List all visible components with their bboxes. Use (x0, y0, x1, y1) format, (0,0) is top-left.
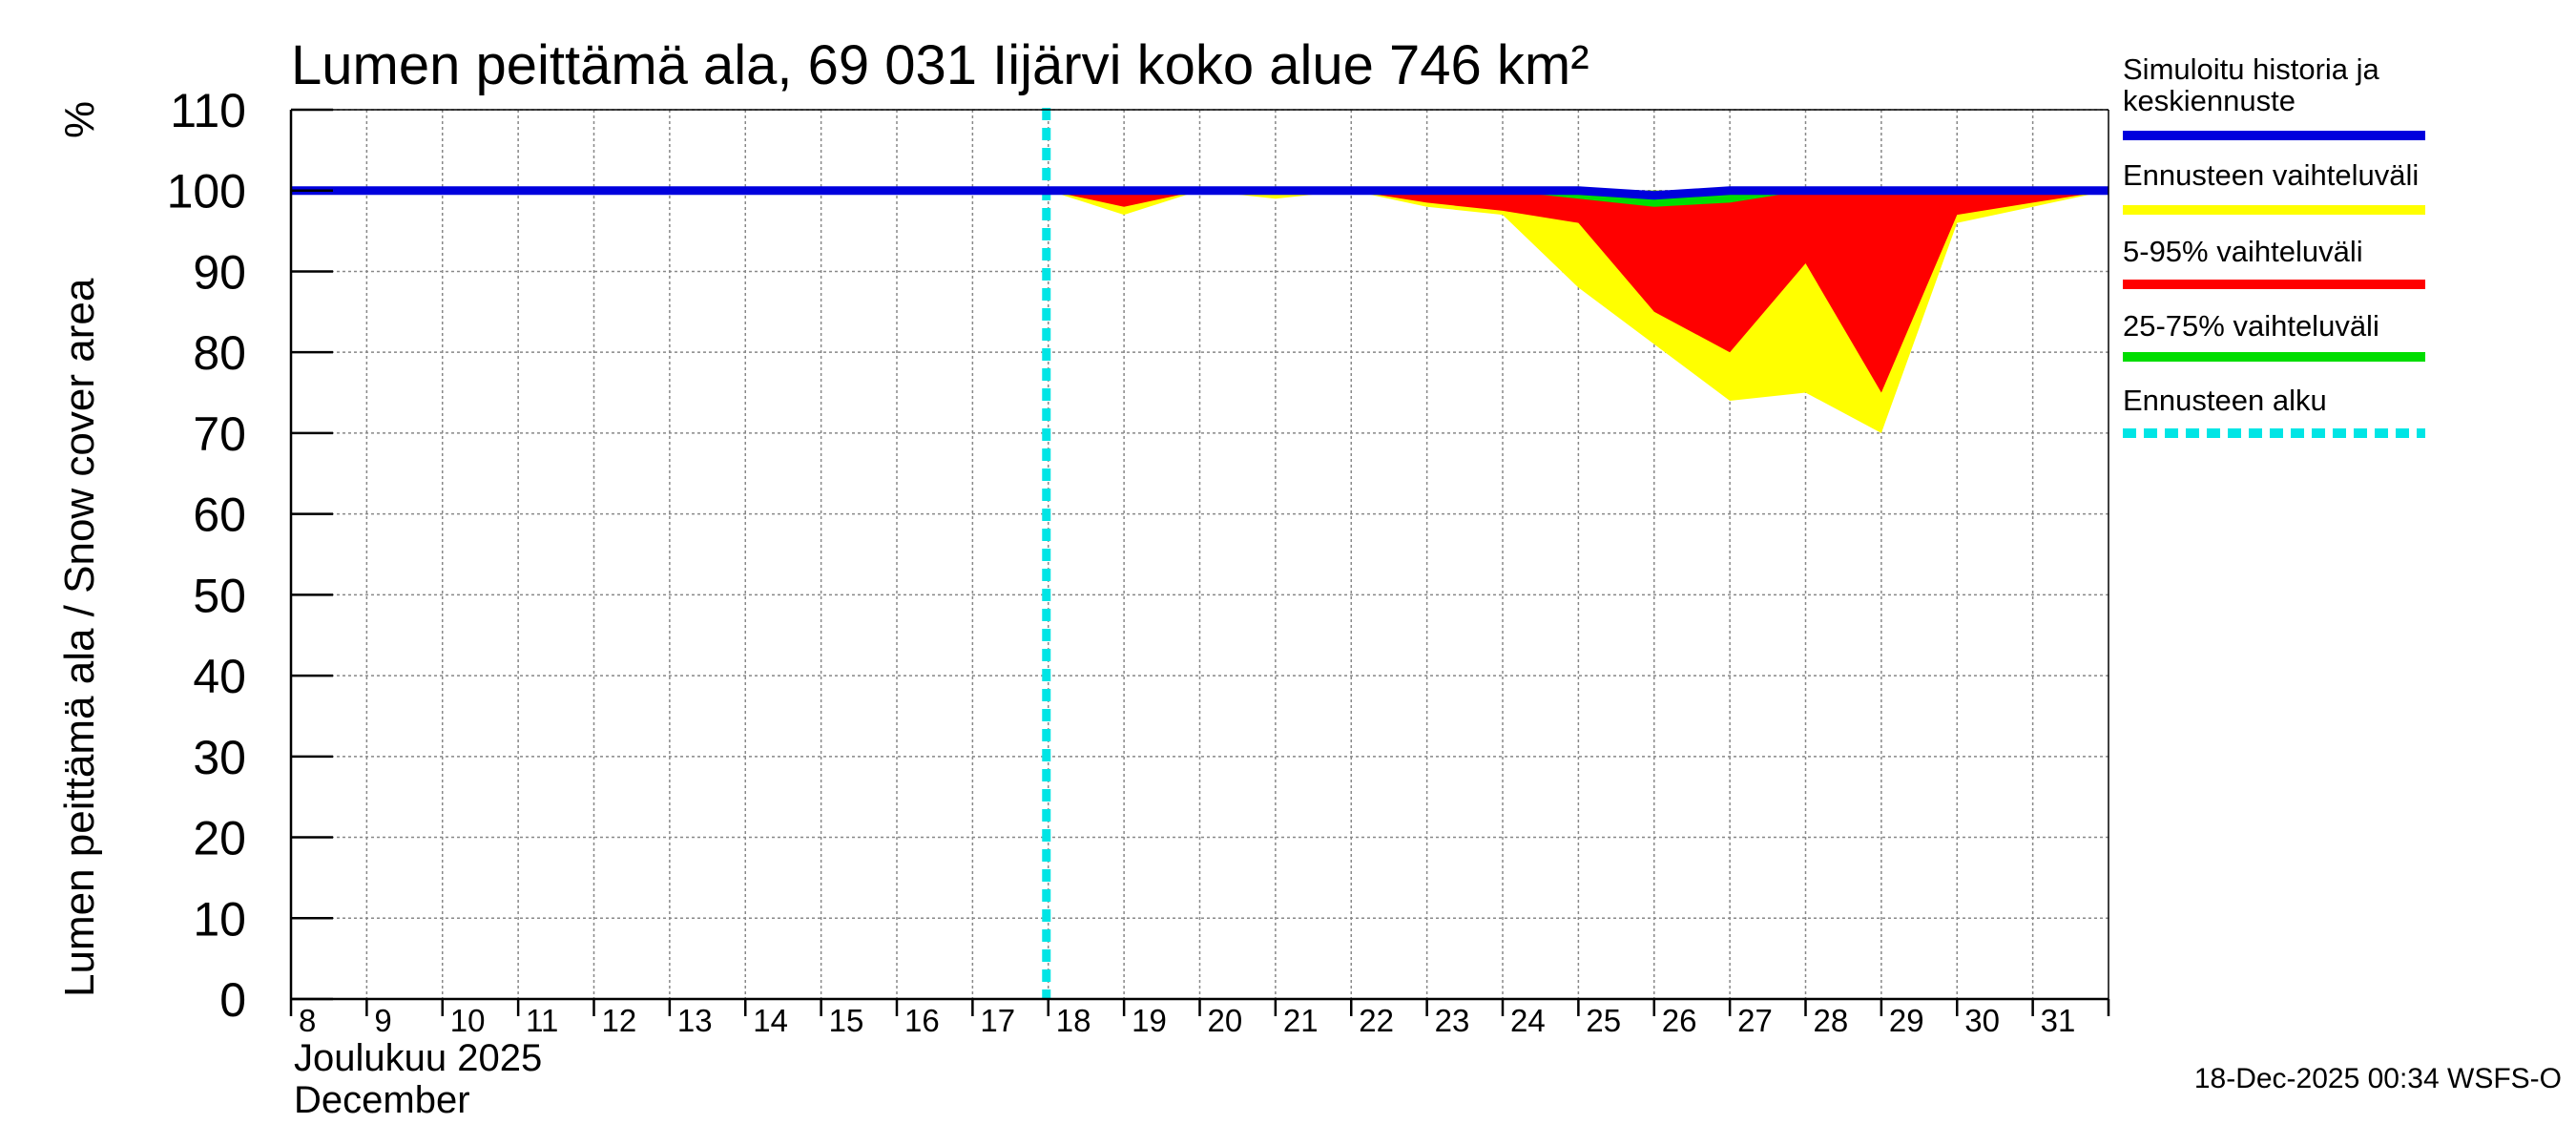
y-tick-label: 30 (193, 731, 246, 784)
series-areas (1048, 190, 2109, 433)
y-tick-label: 100 (167, 165, 246, 219)
series-lines (291, 108, 2109, 999)
y-tick-label: 20 (193, 812, 246, 865)
x-tick-label: 9 (374, 1003, 391, 1038)
legend-label-line: Simuloitu historia ja (2123, 52, 2380, 86)
y-tick-label: 80 (193, 326, 246, 380)
y-tick-label: 70 (193, 407, 246, 461)
month-label-en: December (294, 1079, 470, 1121)
y-tick-label: 40 (193, 650, 246, 703)
legend-item: Ennusteen alku (2123, 384, 2425, 438)
x-tick-label: 12 (602, 1003, 637, 1038)
x-tick-label: 21 (1283, 1003, 1319, 1038)
x-tick-label: 14 (753, 1003, 788, 1038)
x-tick-label: 26 (1662, 1003, 1697, 1038)
legend-label: Simuloitu historia ja keskiennuste (2123, 52, 2380, 117)
x-tick-label: 15 (829, 1003, 864, 1038)
x-tick-label: 13 (677, 1003, 713, 1038)
legend-item: 25-75% vaihteluväli (2123, 309, 2425, 362)
x-tick-label: 10 (450, 1003, 486, 1038)
legend-label: Ennusteen vaihteluväli (2123, 158, 2419, 192)
month-label-fi: Joulukuu 2025 (294, 1037, 542, 1079)
legend-item: 5-95% vaihteluväli (2123, 235, 2425, 289)
legend-label-line: keskiennuste (2123, 84, 2296, 117)
y-tick-label: 60 (193, 489, 246, 542)
y-axis-ticks: 0 10 20 30 40 50 60 70 80 90 100 110 (167, 84, 333, 1027)
x-tick-label: 16 (904, 1003, 940, 1038)
x-tick-label: 18 (1056, 1003, 1091, 1038)
y-tick-label: 90 (193, 246, 246, 300)
x-tick-label: 17 (980, 1003, 1015, 1038)
x-tick-label: 22 (1359, 1003, 1394, 1038)
footer-timestamp: 18-Dec-2025 00:34 WSFS-O (2194, 1063, 2562, 1094)
legend-label: 25-75% vaihteluväli (2123, 309, 2379, 343)
legend-label: 5-95% vaihteluväli (2123, 235, 2363, 268)
x-tick-label: 25 (1586, 1003, 1621, 1038)
y-tick-label: 10 (193, 892, 246, 946)
y-tick-label: 110 (170, 84, 246, 137)
legend-item: Ennusteen vaihteluväli (2123, 158, 2425, 215)
x-tick-label: 24 (1510, 1003, 1546, 1038)
series-line-mean (291, 186, 2109, 200)
chart-title: Lumen peittämä ala, 69 031 Iijärvi koko … (291, 34, 1589, 96)
area-25-75-vaihteluv-li (1048, 190, 2109, 207)
y-axis-label: Lumen peittämä ala / Snow cover area (56, 278, 103, 997)
x-tick-label: 8 (299, 1003, 316, 1038)
x-axis-ticks: 8 9 10 11 12 13 14 15 16 17 18 19 20 21 22 23 24 25 26 27 28… (289, 999, 2110, 1038)
area-5-95-vaihteluv-li (1048, 190, 2109, 393)
x-tick-label: 29 (1889, 1003, 1924, 1038)
x-tick-label: 28 (1814, 1003, 1849, 1038)
legend: Simuloitu historia ja keskiennuste Ennuste… (2123, 52, 2425, 438)
y-axis-unit: % (56, 101, 103, 138)
legend-item: Simuloitu historia ja keskiennuste (2123, 52, 2425, 140)
y-tick-label: 50 (193, 569, 246, 622)
x-tick-label: 27 (1737, 1003, 1773, 1038)
x-tick-label: 23 (1435, 1003, 1470, 1038)
x-tick-label: 19 (1132, 1003, 1167, 1038)
x-tick-label: 11 (526, 1003, 558, 1038)
x-tick-label: 20 (1208, 1003, 1243, 1038)
y-tick-label: 0 (219, 973, 246, 1027)
x-tick-label: 30 (1964, 1003, 2000, 1038)
x-tick-label: 31 (2041, 1003, 2076, 1038)
legend-label: Ennusteen alku (2123, 384, 2327, 417)
